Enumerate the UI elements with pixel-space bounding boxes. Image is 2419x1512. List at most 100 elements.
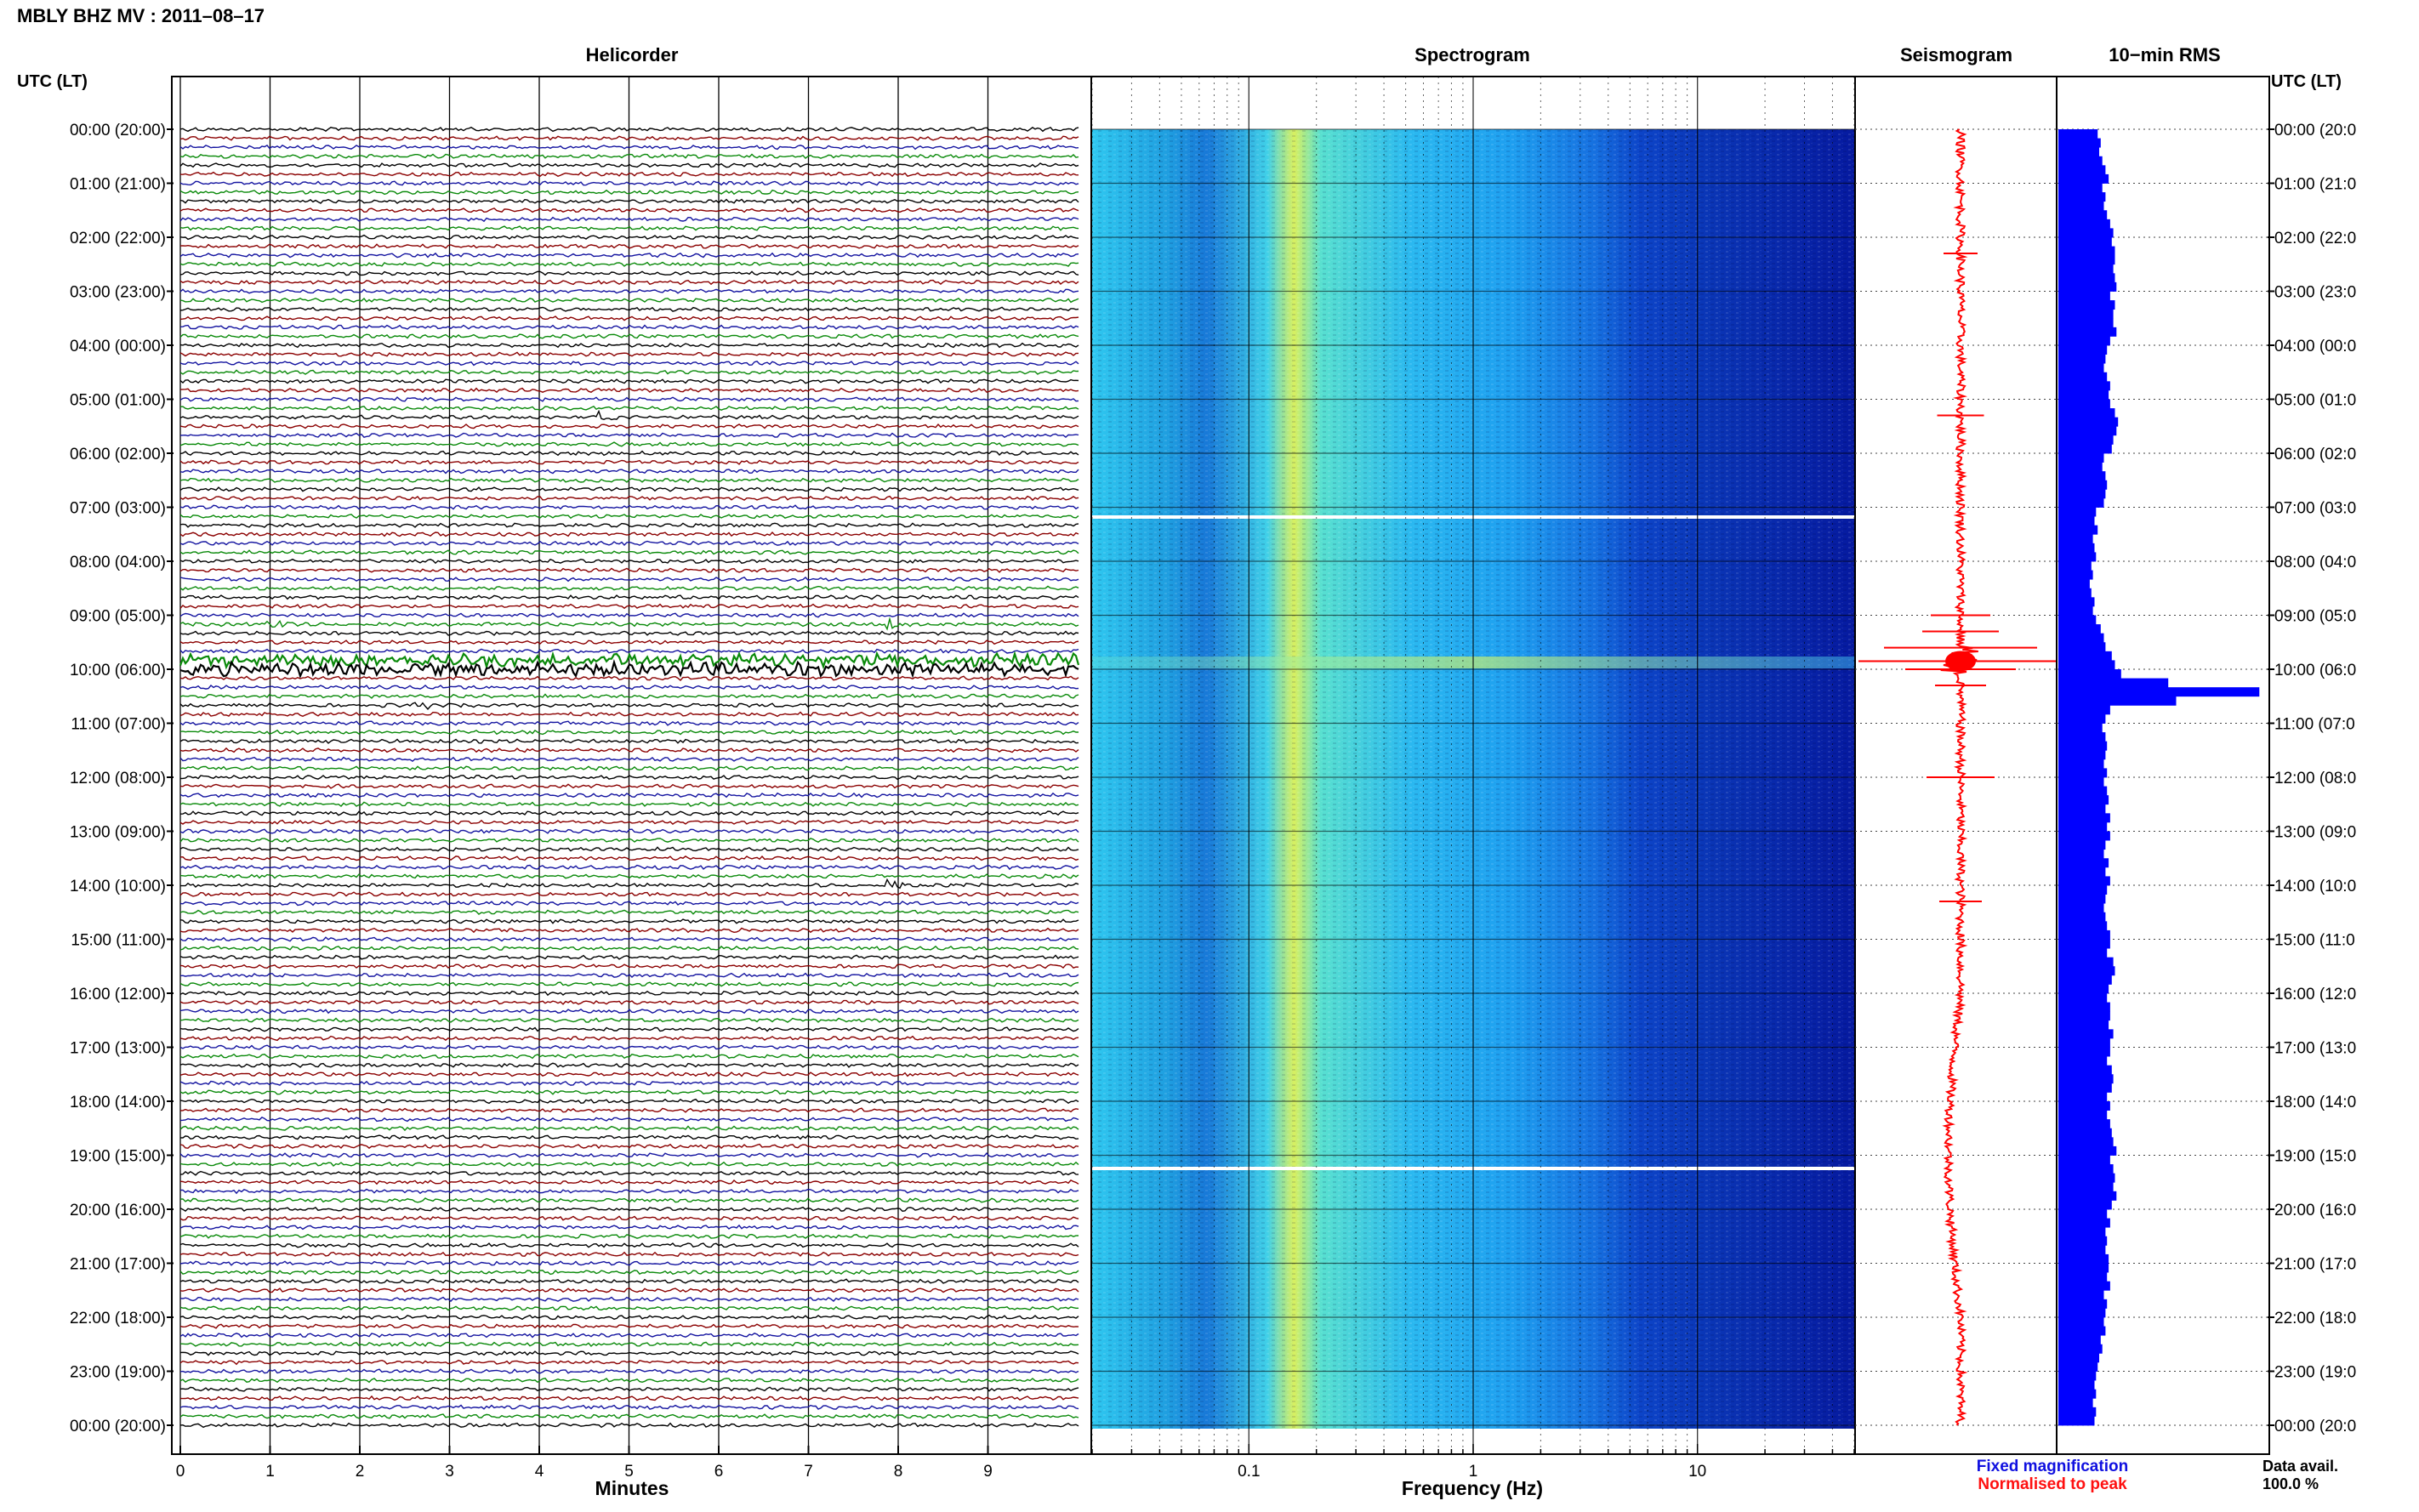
- rms-bar: [2058, 912, 2106, 922]
- time-label-right: 17:00 (13:0: [2274, 1040, 2356, 1058]
- rms-bar: [2058, 1155, 2110, 1165]
- helicorder-tick-label: 6: [714, 1463, 724, 1481]
- helicorder-trace-row: [179, 1323, 1079, 1329]
- rms-bar: [2058, 1074, 2114, 1084]
- helicorder-trace-row: [179, 617, 1079, 631]
- time-label-right: 18:00 (14:0: [2274, 1094, 2356, 1111]
- time-label-left: 00:00 (20:00): [70, 122, 166, 139]
- helicorder-trace-row: [179, 1143, 1079, 1150]
- helicorder-trace-row: [179, 1404, 1079, 1410]
- helicorder-trace-row: [179, 684, 1079, 691]
- rms-bar: [2058, 1380, 2095, 1390]
- helicorder-tick-label: 4: [535, 1463, 544, 1481]
- helicorder-trace-row: [179, 918, 1079, 924]
- rms-bar: [2058, 1353, 2099, 1363]
- seismogram-panel: [1854, 76, 2063, 1455]
- time-label-left: 15:00 (11:00): [71, 932, 166, 950]
- rms-bar: [2058, 228, 2114, 238]
- helicorder-trace-row: [179, 792, 1079, 799]
- helicorder-tick-label: 5: [624, 1463, 634, 1481]
- time-label-right: 01:00 (21:0: [2274, 176, 2356, 194]
- helicorder-trace-row: [179, 585, 1079, 591]
- helicorder-trace-row: [179, 909, 1079, 916]
- rms-bar: [2058, 821, 2108, 832]
- rms-bar: [2058, 309, 2114, 319]
- helicorder-trace-row: [179, 369, 1079, 375]
- rms-bar: [2058, 480, 2108, 490]
- rms-bar: [2058, 453, 2104, 463]
- rms-bar: [2058, 615, 2097, 625]
- helicorder-trace-row: [179, 495, 1079, 501]
- time-label-left: 17:00 (13:00): [70, 1040, 166, 1058]
- helicorder-trace-row: [179, 1009, 1079, 1015]
- helicorder-trace-row: [179, 901, 1079, 907]
- rms-bar: [2058, 1128, 2112, 1138]
- rms-bar: [2058, 831, 2110, 841]
- rms-bar: [2058, 408, 2115, 418]
- rms-bar: [2058, 156, 2103, 166]
- helicorder-trace-row: [179, 387, 1079, 394]
- rms-bar: [2058, 633, 2104, 643]
- helicorder-trace-row: [179, 207, 1079, 213]
- helicorder-trace-row: [179, 648, 1079, 654]
- rms-bar: [2058, 849, 2104, 859]
- helicorder-trace-row: [179, 126, 1079, 133]
- time-label-left: 23:00 (19:00): [70, 1364, 166, 1382]
- helicorder-trace-row: [179, 1378, 1079, 1384]
- rms-bar: [2058, 1371, 2097, 1381]
- helicorder-trace-row: [179, 234, 1079, 241]
- rms-bar: [2058, 678, 2169, 688]
- rms-bar: [2058, 291, 2110, 301]
- helicorder-trace-row: [179, 945, 1079, 952]
- helicorder-trace-row: [179, 1251, 1079, 1257]
- rms-bar: [2058, 543, 2095, 553]
- rms-bar: [2058, 1110, 2108, 1120]
- rms-bar: [2058, 1029, 2114, 1039]
- helicorder-trace-row: [179, 1260, 1079, 1266]
- helicorder-trace-row: [179, 135, 1079, 141]
- helicorder-trace-row: [179, 1062, 1079, 1068]
- helicorder-trace-row: [179, 361, 1079, 367]
- time-label-right: 13:00 (09:0: [2274, 824, 2356, 842]
- rms-bar: [2058, 885, 2108, 895]
- rms-bar: [2058, 534, 2093, 544]
- rms-bar: [2058, 1272, 2108, 1282]
- helicorder-trace-row: [179, 1359, 1079, 1366]
- helicorder-trace-row: [179, 1224, 1079, 1231]
- rms-bar: [2058, 552, 2097, 562]
- time-label-right: 16:00 (12:0: [2274, 986, 2356, 1003]
- helicorder-panel: 0 1 2 3 4 5 6 7 8 9 Minutes: [171, 76, 1092, 1499]
- helicorder-trace-row: [179, 432, 1079, 439]
- rms-bar: [2058, 264, 2114, 274]
- rms-bar: [2058, 1083, 2112, 1093]
- rms-bar: [2058, 389, 2109, 400]
- rms-bar: [2058, 705, 2110, 715]
- helicorder-trace-row: [179, 514, 1079, 520]
- helicorder-trace-row: [179, 1053, 1079, 1060]
- rms-bar: [2058, 605, 2093, 616]
- time-label-left: 11:00 (07:00): [71, 716, 166, 734]
- rms-bar: [2058, 372, 2108, 382]
- rms-bar: [2058, 696, 2177, 706]
- rms-bar: [2058, 713, 2106, 724]
- rms-bar: [2058, 1065, 2112, 1075]
- time-label-right: 20:00 (16:0: [2274, 1202, 2356, 1219]
- rms-bar: [2058, 597, 2095, 607]
- rms-bar: [2058, 903, 2104, 913]
- time-label-left: 04:00 (00:00): [70, 338, 166, 355]
- helicorder-trace-row: [179, 1296, 1079, 1303]
- time-label-left: 01:00 (21:00): [70, 176, 166, 194]
- rms-bar: [2058, 786, 2108, 796]
- helicorder-trace-row: [179, 1044, 1079, 1050]
- rms-bar: [2058, 516, 2095, 526]
- helicorder-trace-row: [179, 243, 1079, 249]
- rms-bar: [2058, 129, 2098, 139]
- helicorder-trace-row: [179, 1350, 1079, 1356]
- helicorder-trace-row: [179, 756, 1079, 762]
- rms-bar: [2058, 669, 2121, 679]
- time-label-right: 14:00 (10:0: [2274, 878, 2356, 895]
- data-availability-label: Data avail.: [2262, 1458, 2338, 1475]
- time-label-right: 00:00 (20:0: [2274, 122, 2356, 139]
- rms-bar: [2058, 1335, 2101, 1345]
